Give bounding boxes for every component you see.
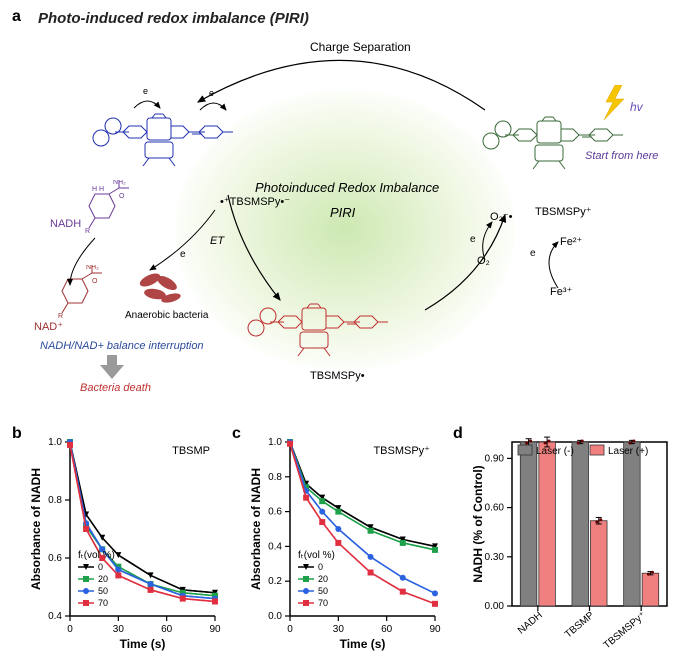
svg-text:TBSMP: TBSMP <box>172 445 210 457</box>
svg-text:1.0: 1.0 <box>48 437 62 448</box>
svg-text:NADH: NADH <box>516 610 545 637</box>
svg-text:0: 0 <box>287 624 293 635</box>
svg-text:TBSMP: TBSMP <box>563 610 597 641</box>
svg-text:TBSMSPy⁺: TBSMSPy⁺ <box>602 610 648 651</box>
svg-text:0.4: 0.4 <box>268 541 282 552</box>
svg-text:70: 70 <box>318 598 328 608</box>
svg-text:Laser (+): Laser (+) <box>608 446 648 457</box>
figure-title: Photo-induced redox imbalance (PIRI) <box>38 10 309 27</box>
svg-text:0: 0 <box>67 624 73 635</box>
panel-d-label: d <box>453 425 463 443</box>
panel-b-label: b <box>12 425 22 443</box>
svg-text:fₜ(vol %): fₜ(vol %) <box>298 550 335 561</box>
svg-text:30: 30 <box>333 624 345 635</box>
svg-text:Time (s): Time (s) <box>120 637 166 651</box>
panel-a-label: a <box>12 8 21 26</box>
svg-text:30: 30 <box>113 624 125 635</box>
svg-text:0.6: 0.6 <box>48 553 62 564</box>
svg-text:50: 50 <box>318 586 328 596</box>
svg-text:0.6: 0.6 <box>268 507 282 518</box>
svg-text:0.8: 0.8 <box>268 472 282 483</box>
svg-text:0: 0 <box>98 562 103 572</box>
svg-text:Absorbance of NADH: Absorbance of NADH <box>249 468 263 590</box>
svg-text:0: 0 <box>318 562 323 572</box>
svg-text:20: 20 <box>98 574 108 584</box>
svg-text:e: e <box>143 86 148 96</box>
diagram-arrows: e e <box>30 30 670 420</box>
chart-b: 0.4 0.6 0.8 1.0 0 30 60 90 TBSMP Time (s) Absorban… <box>28 432 223 652</box>
svg-text:60: 60 <box>161 624 173 635</box>
svg-text:0.00: 0.00 <box>485 601 505 612</box>
chart-d: 0.00 0.30 0.60 0.90 NADH TBSMPTBSMSPy⁺ Laser (… <box>470 432 675 652</box>
svg-text:Absorbance of NADH: Absorbance of NADH <box>29 468 43 590</box>
svg-text:50: 50 <box>98 586 108 596</box>
svg-text:TBSMSPy⁺: TBSMSPy⁺ <box>373 445 430 457</box>
svg-text:NADH (% of Control): NADH (% of Control) <box>471 465 485 582</box>
chart-c-svg: 0.0 0.2 0.4 0.6 0.8 1.0 0 30 60 90 TBSMSPy⁺ Time (s… <box>248 432 443 652</box>
svg-text:0.30: 0.30 <box>485 552 505 563</box>
svg-text:0.2: 0.2 <box>268 576 282 587</box>
chart-d-svg: 0.00 0.30 0.60 0.90 NADH TBSMPTBSMSPy⁺ Laser (… <box>470 432 675 652</box>
svg-text:e: e <box>209 88 214 98</box>
svg-text:60: 60 <box>381 624 393 635</box>
svg-text:20: 20 <box>318 574 328 584</box>
chart-c: 0.0 0.2 0.4 0.6 0.8 1.0 0 30 60 90 TBSMSPy⁺ Time (s… <box>248 432 443 652</box>
svg-text:Time (s): Time (s) <box>340 637 386 651</box>
svg-text:fₜ(vol %): fₜ(vol %) <box>78 550 115 561</box>
svg-text:90: 90 <box>209 624 221 635</box>
svg-text:90: 90 <box>429 624 441 635</box>
chart-b-svg: 0.4 0.6 0.8 1.0 0 30 60 90 TBSMP Time (s) Absorban… <box>28 432 223 652</box>
svg-text:Laser (-): Laser (-) <box>536 446 574 457</box>
svg-text:1.0: 1.0 <box>268 437 282 448</box>
svg-text:0.8: 0.8 <box>48 495 62 506</box>
svg-text:70: 70 <box>98 598 108 608</box>
svg-text:0.90: 0.90 <box>485 453 505 464</box>
diagram-area: Photoinduced Redox Imbalance PIRI Charge… <box>30 30 670 420</box>
svg-text:0.0: 0.0 <box>268 611 282 622</box>
svg-text:0.60: 0.60 <box>485 503 505 514</box>
panel-c-label: c <box>232 425 241 443</box>
svg-text:0.4: 0.4 <box>48 611 62 622</box>
